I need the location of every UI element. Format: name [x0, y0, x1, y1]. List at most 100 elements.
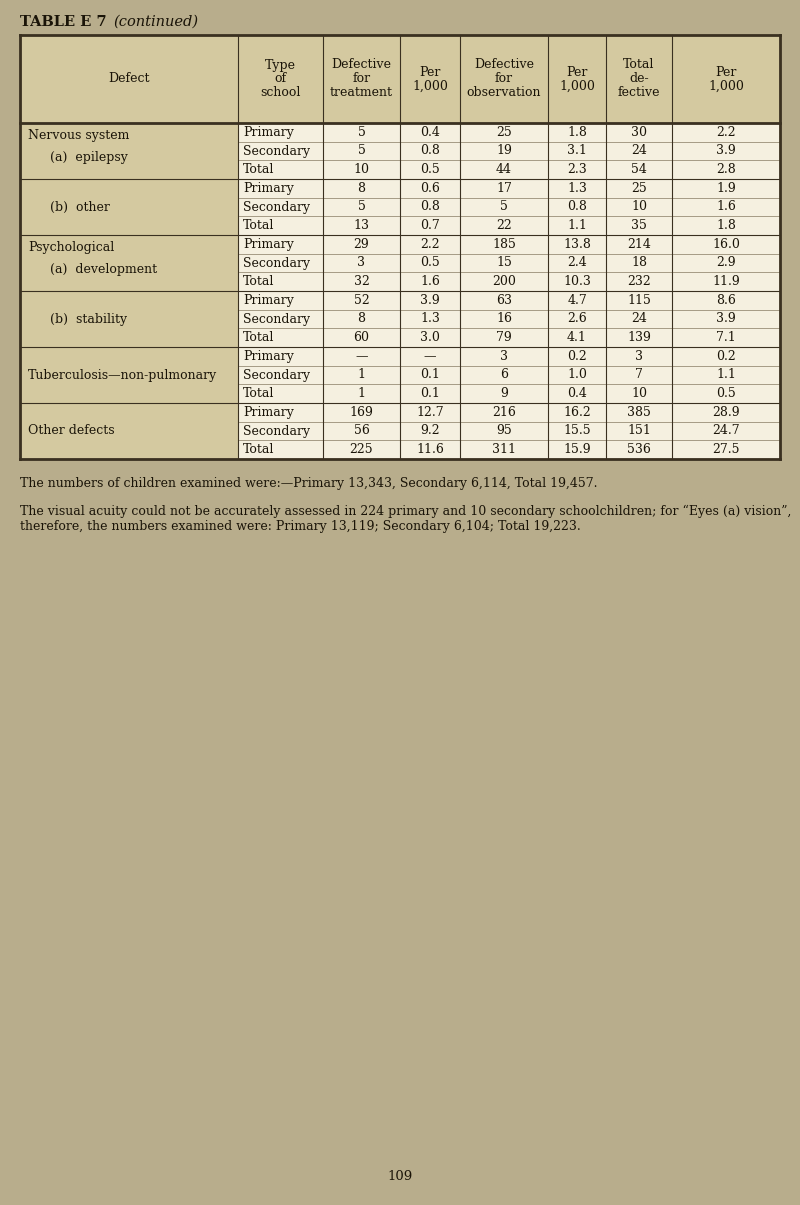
- Text: 9: 9: [500, 387, 508, 400]
- Text: 0.8: 0.8: [420, 200, 440, 213]
- Text: 0.7: 0.7: [420, 219, 440, 233]
- Text: Defective: Defective: [331, 59, 391, 71]
- Text: 7.1: 7.1: [716, 331, 736, 345]
- Text: Per: Per: [566, 65, 588, 78]
- Text: Secondary: Secondary: [243, 200, 310, 213]
- Text: 311: 311: [492, 443, 516, 457]
- Text: 385: 385: [627, 406, 651, 419]
- Bar: [238, 235, 780, 290]
- Text: 185: 185: [492, 237, 516, 251]
- Text: Primary: Primary: [243, 182, 294, 195]
- Text: 79: 79: [496, 331, 512, 345]
- Text: Secondary: Secondary: [243, 369, 310, 382]
- Text: 1.3: 1.3: [567, 182, 587, 195]
- Text: 0.2: 0.2: [716, 349, 736, 363]
- Text: 2.9: 2.9: [716, 257, 736, 270]
- Text: (b)  other: (b) other: [50, 200, 110, 213]
- Text: 17: 17: [496, 182, 512, 195]
- Text: 1: 1: [358, 369, 366, 382]
- Text: 2.2: 2.2: [420, 237, 440, 251]
- Text: 60: 60: [354, 331, 370, 345]
- Text: 4.1: 4.1: [567, 331, 587, 345]
- Text: 151: 151: [627, 424, 651, 437]
- Text: Total: Total: [243, 163, 274, 176]
- Text: treatment: treatment: [330, 87, 393, 100]
- Text: 16: 16: [496, 312, 512, 325]
- Text: Nervous system: Nervous system: [28, 129, 130, 142]
- Bar: [20, 402, 238, 459]
- Text: 5: 5: [358, 145, 366, 158]
- Text: 1.8: 1.8: [716, 219, 736, 233]
- Text: 0.5: 0.5: [420, 257, 440, 270]
- Text: Primary: Primary: [243, 294, 294, 307]
- Text: 29: 29: [354, 237, 370, 251]
- Text: 1: 1: [358, 387, 366, 400]
- Text: 5: 5: [358, 200, 366, 213]
- Bar: [20, 35, 780, 123]
- Text: 169: 169: [350, 406, 374, 419]
- Text: Primary: Primary: [243, 237, 294, 251]
- Text: Total: Total: [243, 275, 274, 288]
- Text: 16.0: 16.0: [712, 237, 740, 251]
- Text: (a)  epilepsy: (a) epilepsy: [50, 151, 128, 164]
- Text: 0.1: 0.1: [420, 387, 440, 400]
- Text: Total: Total: [243, 331, 274, 345]
- Text: 3: 3: [500, 349, 508, 363]
- Text: 8: 8: [358, 182, 366, 195]
- Text: 3.0: 3.0: [420, 331, 440, 345]
- Text: 536: 536: [627, 443, 651, 457]
- Text: Total: Total: [243, 387, 274, 400]
- Text: 25: 25: [496, 125, 512, 139]
- Text: 19: 19: [496, 145, 512, 158]
- Text: 1.3: 1.3: [420, 312, 440, 325]
- Text: Total: Total: [243, 443, 274, 457]
- Text: school: school: [260, 87, 301, 100]
- Text: 225: 225: [350, 443, 374, 457]
- Text: Secondary: Secondary: [243, 424, 310, 437]
- Text: 44: 44: [496, 163, 512, 176]
- Text: 0.8: 0.8: [420, 145, 440, 158]
- Text: 13: 13: [354, 219, 370, 233]
- Text: Total: Total: [243, 219, 274, 233]
- Text: 2.3: 2.3: [567, 163, 587, 176]
- Text: 1.1: 1.1: [567, 219, 587, 233]
- Text: 3.1: 3.1: [567, 145, 587, 158]
- Text: 232: 232: [627, 275, 651, 288]
- Text: 16.2: 16.2: [563, 406, 591, 419]
- Text: 214: 214: [627, 237, 651, 251]
- Text: 1.8: 1.8: [567, 125, 587, 139]
- Text: 27.5: 27.5: [712, 443, 740, 457]
- Text: 11.6: 11.6: [416, 443, 444, 457]
- Text: 15: 15: [496, 257, 512, 270]
- Text: for: for: [353, 72, 370, 86]
- Text: 1.6: 1.6: [420, 275, 440, 288]
- Bar: [238, 347, 780, 402]
- Text: Per: Per: [419, 65, 441, 78]
- Text: 5: 5: [500, 200, 508, 213]
- Text: 54: 54: [631, 163, 647, 176]
- Text: 63: 63: [496, 294, 512, 307]
- Bar: [238, 123, 780, 180]
- Text: 8.6: 8.6: [716, 294, 736, 307]
- Text: 4.7: 4.7: [567, 294, 587, 307]
- Text: 7: 7: [635, 369, 643, 382]
- Text: Secondary: Secondary: [243, 312, 310, 325]
- Text: 9.2: 9.2: [420, 424, 440, 437]
- Text: 3.9: 3.9: [716, 145, 736, 158]
- Text: de-: de-: [629, 72, 649, 86]
- Text: 0.8: 0.8: [567, 200, 587, 213]
- Text: 115: 115: [627, 294, 651, 307]
- Text: Type: Type: [265, 59, 296, 71]
- Text: 13.8: 13.8: [563, 237, 591, 251]
- Text: 32: 32: [354, 275, 370, 288]
- Text: 56: 56: [354, 424, 370, 437]
- Text: 24: 24: [631, 312, 647, 325]
- Text: Tuberculosis—non-pulmonary: Tuberculosis—non-pulmonary: [28, 369, 218, 382]
- Text: Psychological: Psychological: [28, 241, 114, 254]
- Text: 1.0: 1.0: [567, 369, 587, 382]
- Text: 139: 139: [627, 331, 651, 345]
- Text: 0.4: 0.4: [420, 125, 440, 139]
- Text: 109: 109: [387, 1170, 413, 1183]
- Text: TABLE E 7: TABLE E 7: [20, 14, 106, 29]
- Text: (continued): (continued): [113, 14, 198, 29]
